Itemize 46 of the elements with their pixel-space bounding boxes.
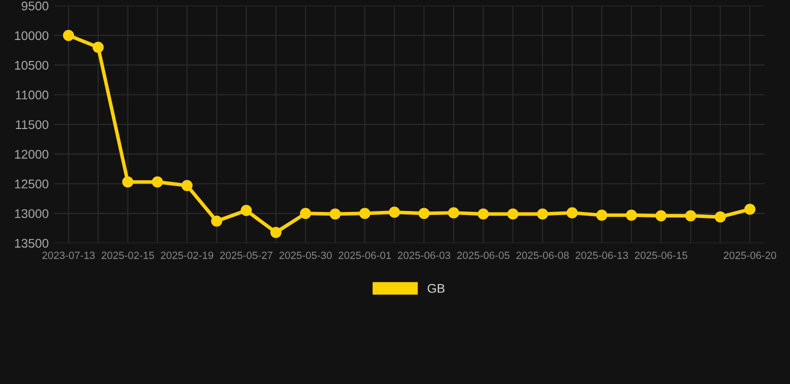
point	[596, 210, 608, 221]
point	[92, 42, 104, 53]
point	[448, 207, 460, 218]
x-tick-label: 2025-02-19	[160, 252, 214, 260]
point	[507, 208, 518, 220]
point	[122, 176, 134, 188]
point	[744, 204, 756, 215]
y-tick-label: 9500	[22, 2, 48, 10]
y-tick-label: 13000	[15, 209, 48, 218]
x-tick-label: 2023-07-13	[42, 252, 95, 260]
x-tick-label: 2025-06-15	[634, 252, 688, 260]
point	[626, 210, 637, 221]
y-tick-label: 11500	[16, 120, 48, 130]
point	[300, 208, 312, 219]
point	[181, 180, 193, 192]
point	[211, 216, 222, 227]
point	[388, 206, 400, 218]
y-tick-label: 12500	[15, 180, 48, 188]
x-tick-label: 2025-05-27	[220, 252, 272, 260]
point	[240, 204, 252, 216]
point	[536, 208, 548, 220]
point	[330, 208, 341, 220]
point	[566, 207, 578, 218]
x-tick-label: 2025-02-15	[102, 252, 154, 260]
x-tick-label: 2025-06-01	[338, 252, 391, 260]
y-tick-label: 10500	[15, 60, 48, 70]
y-tick-label: 10000	[15, 31, 48, 40]
y-tick-label: 11000	[16, 90, 48, 100]
point	[685, 210, 696, 222]
x-tick-label: 2025-06-05	[457, 252, 510, 260]
x-tick-label: 2025-06-20	[724, 252, 776, 260]
point	[62, 30, 74, 41]
y-tick-label: 12000	[15, 150, 48, 159]
point	[655, 210, 667, 222]
x-tick-label: 2025-06-13	[576, 252, 628, 260]
point	[270, 226, 282, 238]
y-tick-label: 13500	[15, 238, 48, 248]
legend-label: GB	[428, 284, 444, 293]
x-tick-label: 2025-05-30	[279, 252, 332, 260]
point	[418, 208, 430, 219]
point	[152, 176, 163, 188]
point	[359, 208, 370, 219]
point	[478, 208, 489, 220]
x-tick-label: 2025-06-03	[398, 252, 450, 260]
x-tick-label: 2025-06-08	[516, 252, 569, 260]
point	[714, 211, 726, 223]
